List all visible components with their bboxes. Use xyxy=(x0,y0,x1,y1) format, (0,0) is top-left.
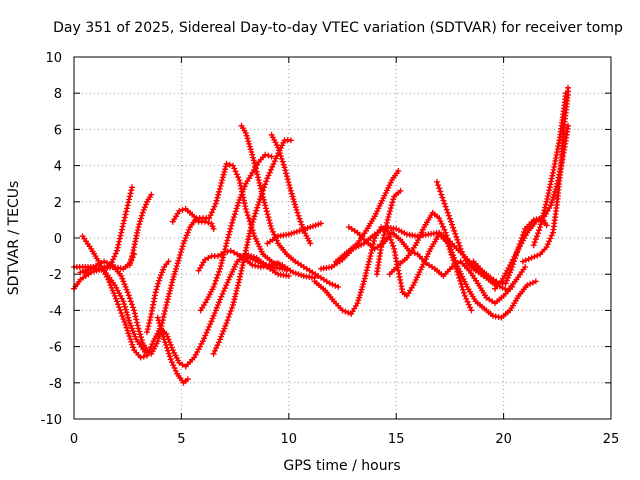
series-layer xyxy=(71,84,571,386)
y-tick-label: 0 xyxy=(54,232,62,247)
series-arc-h xyxy=(154,314,191,386)
series-arc-k xyxy=(197,151,275,314)
series-markers xyxy=(169,206,217,232)
x-tick-label: 10 xyxy=(281,432,298,447)
series-markers xyxy=(345,224,516,307)
series-markers xyxy=(333,168,402,265)
series-arc-e xyxy=(126,191,155,269)
y-tick-label: 8 xyxy=(54,87,62,102)
series-arc-o xyxy=(264,220,324,247)
series-markers xyxy=(197,151,275,314)
series-markers xyxy=(71,160,318,357)
series-arc-g xyxy=(144,258,172,336)
series-markers xyxy=(264,220,324,247)
series-markers xyxy=(238,122,342,290)
y-axis-label: SDTVAR / TECUs xyxy=(6,181,22,296)
series-markers xyxy=(144,258,172,336)
series-markers xyxy=(386,209,539,321)
series-trace xyxy=(72,162,316,356)
series-arc-b xyxy=(71,160,318,357)
series-arc-v xyxy=(386,209,539,321)
x-tick-label: 20 xyxy=(495,432,512,447)
series-arc-aa xyxy=(530,90,569,249)
series-arc-s xyxy=(333,168,402,265)
series-arc-m xyxy=(238,122,342,290)
series-markers xyxy=(154,314,191,386)
chart-title: Day 351 of 2025, Sidereal Day-to-day VTE… xyxy=(53,20,623,36)
y-tick-label: 4 xyxy=(54,160,62,175)
series-markers xyxy=(236,253,286,272)
y-tick-label: -8 xyxy=(49,377,62,392)
x-tick-label: 15 xyxy=(388,432,405,447)
series-markers xyxy=(530,90,569,249)
x-tick-label: 0 xyxy=(70,432,78,447)
series-arc-p xyxy=(236,253,286,272)
y-tick-label: 10 xyxy=(45,51,62,66)
series-arc-u xyxy=(373,187,404,278)
y-tick-label: -4 xyxy=(49,304,62,319)
y-tick-label: -2 xyxy=(49,268,62,283)
series-markers xyxy=(79,233,292,370)
series-arc-i xyxy=(169,206,217,232)
x-tick-label: 5 xyxy=(177,432,185,447)
series-arc-d xyxy=(79,233,292,370)
series-arc-t xyxy=(345,224,516,307)
series-markers xyxy=(268,131,314,247)
series-markers xyxy=(519,84,571,265)
x-axis-label: GPS time / hours xyxy=(283,458,400,474)
series-arc-n xyxy=(268,131,314,247)
y-tick-label: 2 xyxy=(54,196,62,211)
x-tick-label: 25 xyxy=(603,432,620,447)
y-tick-label: -6 xyxy=(49,341,62,356)
series-markers xyxy=(373,187,404,278)
series-markers xyxy=(126,191,155,269)
series-arc-w xyxy=(434,178,529,294)
series-arc-f xyxy=(81,258,150,354)
grid xyxy=(74,57,611,419)
tick-layer: 0 5 10 15 20 25 -10 -8 -6 -4 -2 0 2 4 6 8 10 xyxy=(41,51,620,447)
y-tick-label: 6 xyxy=(54,123,62,138)
y-tick-label: -10 xyxy=(41,413,62,428)
series-markers xyxy=(81,258,150,354)
series-markers xyxy=(434,178,529,294)
